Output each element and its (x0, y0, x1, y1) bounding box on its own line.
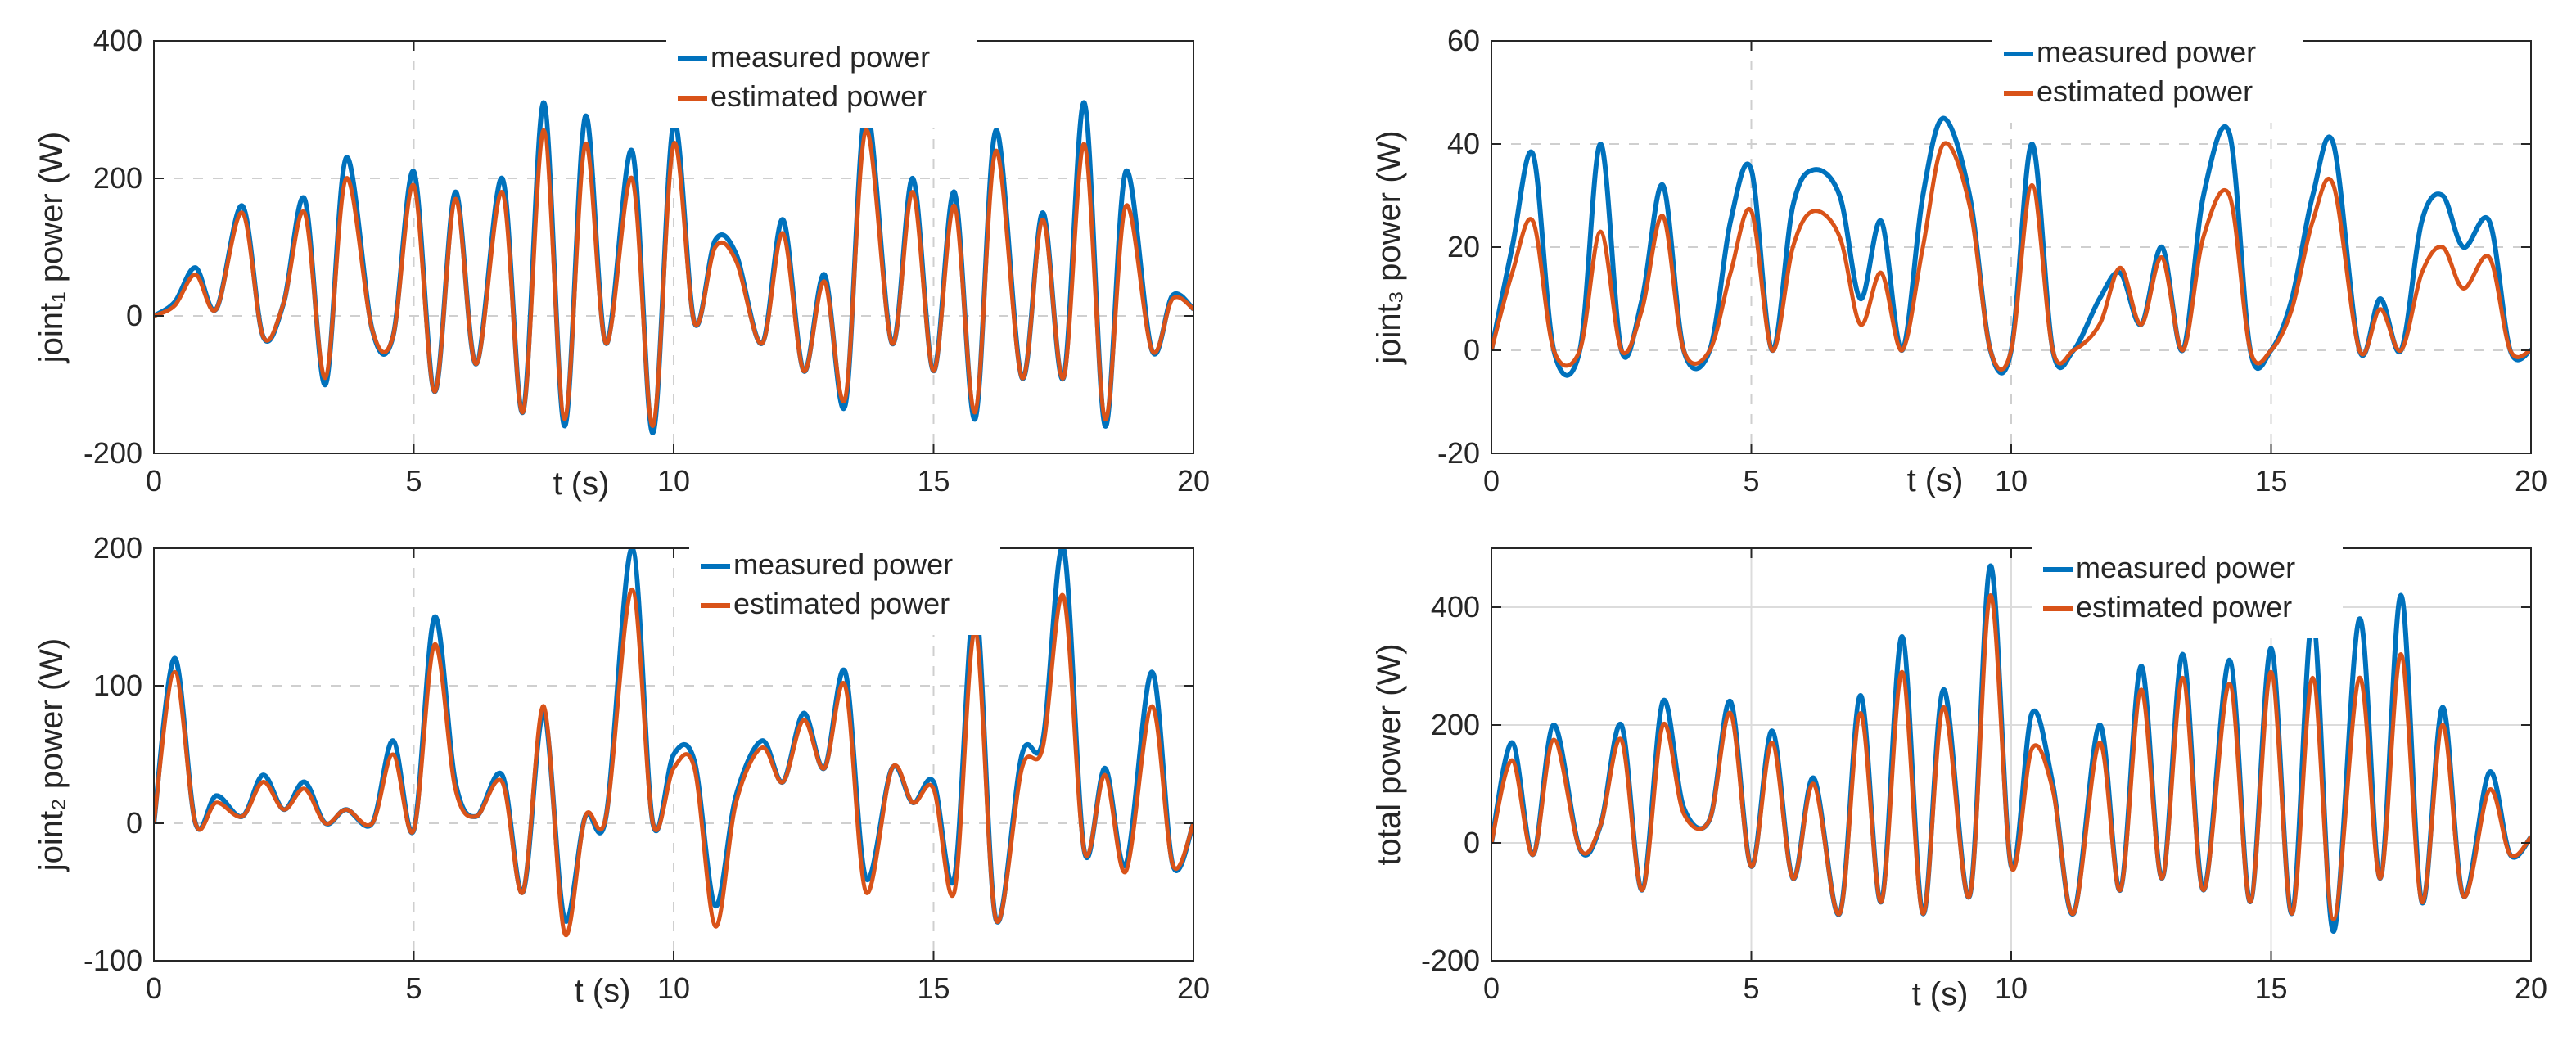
y-tick-label: 0 (1464, 333, 1480, 367)
y-tick-label: 200 (1431, 708, 1480, 741)
x-tick-label: 10 (657, 464, 690, 498)
legend-box (666, 36, 977, 128)
x-tick-label: 5 (1743, 971, 1759, 1005)
x-tick-label: 20 (2515, 971, 2547, 1005)
legend-box (2032, 547, 2343, 638)
y-tick-label: -200 (1421, 944, 1480, 977)
legend: measured power estimated power (689, 543, 1000, 635)
x-axis-label: t (s) (553, 466, 610, 502)
x-tick-label: 0 (1483, 464, 1500, 498)
x-tick-label: 20 (1177, 971, 1210, 1005)
legend-label-estimated: estimated power (733, 587, 950, 620)
estimated-power-line (1491, 593, 2531, 922)
legend: measured power estimated power (1992, 31, 2303, 123)
legend-box (1992, 31, 2303, 123)
legend: measured power estimated power (2032, 547, 2343, 638)
legend-label-estimated: estimated power (2076, 590, 2292, 624)
y-tick-label: 200 (93, 531, 142, 565)
y-axis-label: joint₃ power (W) (1371, 130, 1407, 364)
legend-label-measured: measured power (733, 547, 953, 581)
x-axis-label: t (s) (1907, 462, 1964, 498)
x-tick-label: 10 (657, 971, 690, 1005)
x-tick-label: 10 (1995, 464, 2028, 498)
legend-label-estimated: estimated power (2037, 74, 2253, 108)
y-tick-label: -100 (83, 944, 142, 977)
x-axis-label: t (s) (575, 973, 631, 1009)
y-tick-label: 400 (93, 24, 142, 57)
y-tick-label: 0 (126, 806, 142, 840)
y-tick-label: 40 (1447, 127, 1480, 160)
legend-label-measured: measured power (2076, 551, 2295, 584)
estimated-power-line (154, 587, 1193, 938)
y-tick-label: 200 (93, 161, 142, 195)
estimated-power-line (154, 128, 1193, 428)
y-axis-label: joint₁ power (W) (34, 132, 70, 363)
y-tick-label: 60 (1447, 24, 1480, 57)
x-tick-label: 20 (2515, 464, 2547, 498)
x-tick-label: 5 (1743, 464, 1759, 498)
x-tick-label: 15 (917, 464, 950, 498)
x-tick-label: 0 (146, 464, 162, 498)
x-tick-label: 15 (2254, 464, 2287, 498)
x-axis-label: t (s) (1912, 976, 1969, 1012)
y-tick-label: 400 (1431, 590, 1480, 624)
y-tick-label: 20 (1447, 230, 1480, 264)
legend-label-measured: measured power (2037, 35, 2256, 69)
x-tick-label: 0 (146, 971, 162, 1005)
x-tick-label: 5 (405, 971, 422, 1005)
legend-label-estimated: estimated power (711, 79, 927, 113)
legend: measured power estimated power (666, 36, 977, 128)
x-tick-label: 15 (2254, 971, 2287, 1005)
x-tick-label: 5 (405, 464, 422, 498)
y-axis-label: total power (W) (1371, 643, 1407, 865)
y-tick-label: 0 (126, 299, 142, 332)
x-tick-label: 20 (1177, 464, 1210, 498)
y-axis-label: joint₂ power (W) (34, 638, 70, 872)
y-tick-label: -200 (83, 436, 142, 470)
legend-box (689, 543, 1000, 635)
x-tick-label: 10 (1995, 971, 2028, 1005)
legend-label-measured: measured power (711, 40, 930, 74)
y-tick-label: -20 (1437, 436, 1480, 470)
y-tick-label: 0 (1464, 826, 1480, 859)
x-tick-label: 0 (1483, 971, 1500, 1005)
x-tick-label: 15 (917, 971, 950, 1005)
estimated-power-line (1491, 141, 2531, 372)
y-tick-label: 100 (93, 669, 142, 702)
